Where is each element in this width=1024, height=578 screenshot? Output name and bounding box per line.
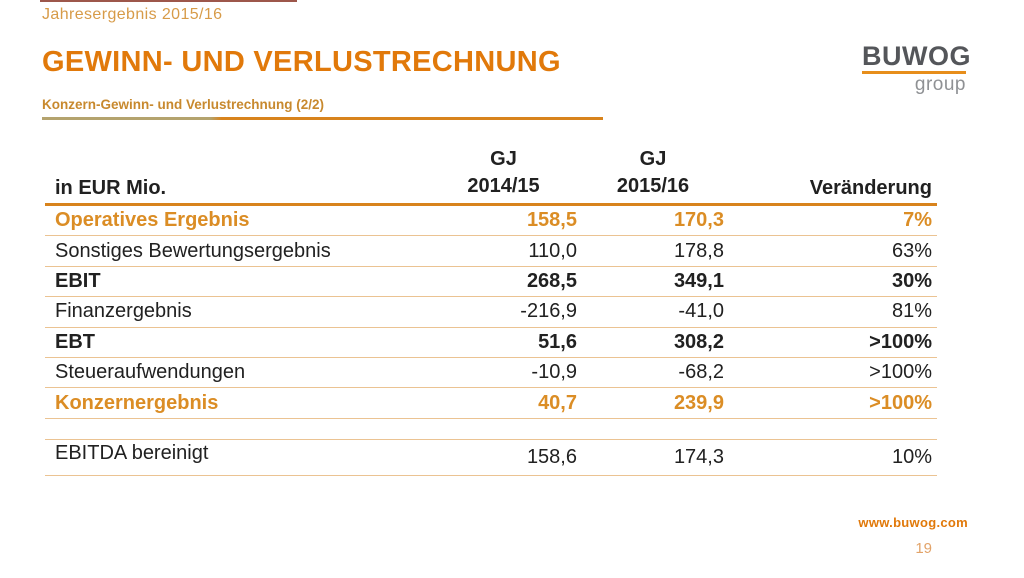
value-change: 30% [891, 269, 932, 292]
value-2015-16: 178,8 [673, 239, 724, 262]
row-ebt: EBT 51,6 308,2 >100% [45, 328, 937, 358]
value-change: >100% [869, 330, 932, 353]
value-change: 81% [891, 300, 932, 323]
logo-suffix: group [914, 74, 966, 95]
value-2014-15: -10,9 [531, 361, 577, 384]
value-2014-15: 268,5 [526, 269, 577, 292]
col-header-gj-line1: GJ [639, 148, 667, 170]
row-konzernergebnis: Konzernergebnis 40,7 239,9 >100% [45, 388, 937, 419]
buwog-logo: BUWOG group [862, 41, 971, 95]
top-accent-line [40, 0, 297, 2]
row-label: Sonstiges Bewertungsergebnis [55, 239, 331, 262]
row-sonstiges-bewertungsergebnis: Sonstiges Bewertungsergebnis 110,0 178,8… [45, 236, 937, 267]
row-label: Steueraufwendungen [55, 361, 246, 384]
table-spacer [45, 419, 937, 439]
value-change: >100% [869, 391, 932, 414]
page-number: 19 [915, 540, 932, 557]
row-ebitda-bereinigt: EBITDA bereinigt 158,6 174,3 10% [45, 438, 937, 476]
row-label: Konzernergebnis [55, 391, 219, 414]
value-2015-16: -41,0 [678, 300, 724, 323]
value-2015-16: 349,1 [673, 269, 724, 292]
value-2015-16: -68,2 [678, 361, 724, 384]
row-label: Finanzergebnis [55, 300, 192, 323]
value-change: 10% [891, 445, 932, 468]
col-header-gj-line1: GJ [490, 148, 517, 170]
col-header-gj-line2: 2015/16 [616, 175, 690, 197]
value-2014-15: -216,9 [520, 300, 577, 323]
col-header-gj-2014-15: GJ 2014/15 [430, 146, 582, 200]
value-change: 7% [903, 209, 932, 232]
row-ebit: EBIT 268,5 349,1 30% [45, 267, 937, 298]
row-label: EBT [55, 330, 95, 353]
value-2015-16: 239,9 [673, 391, 724, 414]
value-2015-16: 308,2 [673, 330, 724, 353]
value-2014-15: 51,6 [538, 330, 577, 353]
section-subtitle: Konzern-Gewinn- und Verlustrechnung (2/2… [42, 97, 325, 112]
value-2015-16: 170,3 [673, 209, 724, 232]
subtitle-underline [42, 117, 603, 120]
row-label: EBIT [55, 269, 101, 292]
slide-eyebrow: Jahresergebnis 2015/16 [42, 6, 223, 23]
value-2014-15: 158,6 [526, 445, 577, 468]
table-header-row: in EUR Mio. GJ 2014/15 GJ 2015/16 Veränd… [45, 140, 937, 206]
row-finanzergebnis: Finanzergebnis -216,9 -41,0 81% [45, 297, 937, 328]
pnl-table: in EUR Mio. GJ 2014/15 GJ 2015/16 Veränd… [45, 140, 937, 476]
value-change: 63% [891, 239, 932, 262]
row-operatives-ergebnis: Operatives Ergebnis 158,5 170,3 7% [45, 206, 937, 237]
value-2015-16: 174,3 [673, 445, 724, 468]
col-header-change: Veränderung [809, 177, 932, 199]
row-label: EBITDA bereinigt [55, 441, 209, 464]
slide-title: GEWINN- UND VERLUSTRECHNUNG [42, 46, 561, 78]
value-change: >100% [869, 361, 932, 384]
value-2014-15: 110,0 [528, 239, 577, 262]
col-header-unit: in EUR Mio. [55, 177, 167, 199]
logo-wordmark: BUWOG [862, 41, 971, 71]
logo-underline [862, 71, 966, 74]
website-link[interactable]: www.buwog.com [858, 515, 968, 530]
col-header-gj-2015-16: GJ 2015/16 [582, 146, 729, 200]
col-header-gj-line2: 2014/15 [467, 175, 540, 197]
row-label: Operatives Ergebnis [55, 209, 250, 232]
value-2014-15: 40,7 [538, 391, 577, 414]
row-steueraufwendungen: Steueraufwendungen -10,9 -68,2 >100% [45, 358, 937, 389]
value-2014-15: 158,5 [526, 209, 577, 232]
